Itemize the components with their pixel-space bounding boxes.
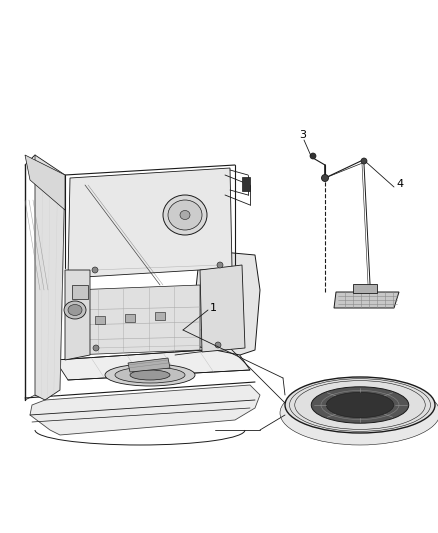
Bar (155, 312, 165, 320)
Text: 3: 3 (299, 130, 306, 140)
Polygon shape (25, 155, 65, 210)
Ellipse shape (285, 377, 435, 433)
Polygon shape (334, 292, 399, 308)
Bar (125, 314, 135, 322)
Ellipse shape (130, 370, 170, 380)
Polygon shape (190, 250, 260, 355)
Bar (72, 285, 88, 299)
Text: 4: 4 (396, 179, 403, 189)
Ellipse shape (163, 195, 207, 235)
Ellipse shape (168, 200, 202, 230)
Bar (353, 284, 377, 293)
Polygon shape (55, 348, 250, 380)
Circle shape (310, 153, 316, 159)
Polygon shape (128, 358, 170, 372)
Ellipse shape (64, 301, 86, 319)
Bar (242, 177, 250, 191)
Ellipse shape (326, 392, 394, 417)
Circle shape (217, 262, 223, 268)
Polygon shape (68, 168, 232, 278)
Polygon shape (200, 265, 245, 352)
Polygon shape (30, 385, 260, 435)
Polygon shape (35, 155, 65, 400)
Circle shape (93, 345, 99, 351)
Circle shape (92, 267, 98, 273)
Polygon shape (72, 285, 200, 355)
Ellipse shape (115, 367, 185, 383)
Ellipse shape (311, 387, 409, 423)
Circle shape (361, 158, 367, 164)
Ellipse shape (105, 364, 195, 386)
Bar (95, 316, 105, 324)
Circle shape (321, 174, 328, 182)
Ellipse shape (68, 304, 82, 316)
Ellipse shape (280, 381, 438, 445)
Circle shape (215, 342, 221, 348)
Ellipse shape (180, 211, 190, 220)
Text: 1: 1 (210, 303, 217, 313)
Polygon shape (65, 270, 90, 360)
